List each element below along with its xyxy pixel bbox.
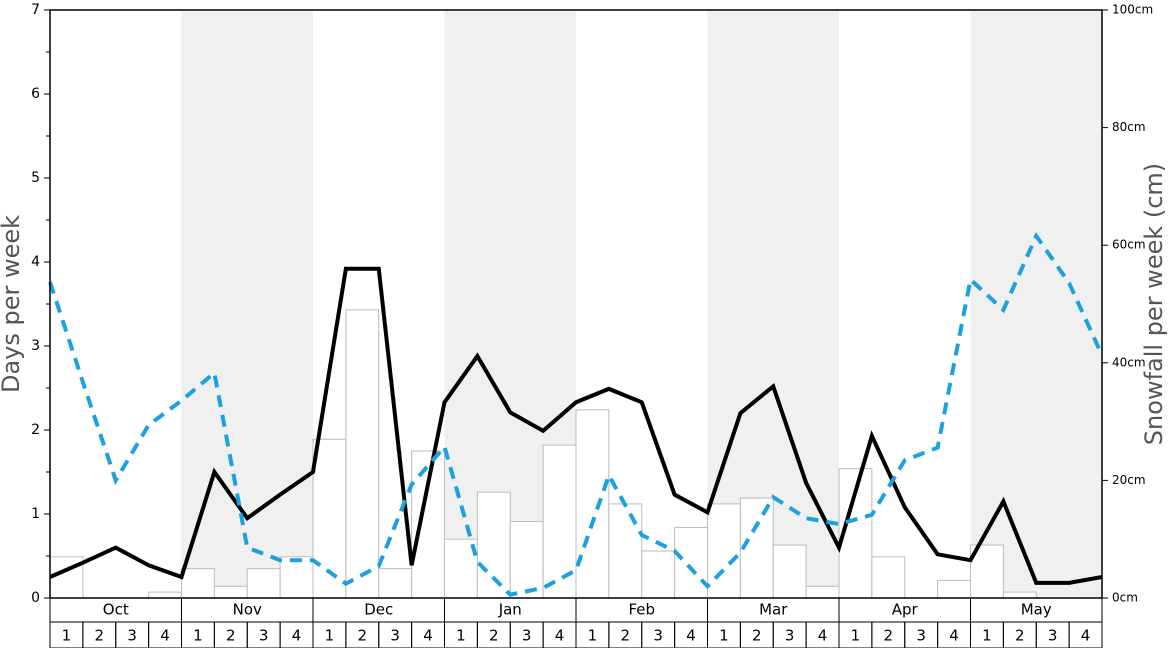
y-axis-label: Days per week xyxy=(0,215,25,393)
x-tick-label: 1 xyxy=(982,627,992,645)
x-tick-label: 2 xyxy=(884,627,894,645)
y2-tick-label: 20cm xyxy=(1112,473,1146,487)
x-tick-label: 4 xyxy=(423,627,433,645)
x-tick-label: 1 xyxy=(851,627,861,645)
month-label: May xyxy=(1021,601,1052,619)
line xyxy=(49,266,1103,585)
month-label: Feb xyxy=(628,601,655,619)
y-tick-label: 4 xyxy=(31,254,40,270)
bar xyxy=(970,544,1004,599)
y-tick-label: 1 xyxy=(31,506,40,522)
month-label: Dec xyxy=(364,601,393,619)
x-tick-label: 4 xyxy=(949,627,959,645)
x-tick-label: 4 xyxy=(160,627,170,645)
x-tick-label: 3 xyxy=(785,627,795,645)
x-tick-label: 2 xyxy=(226,627,236,645)
bar xyxy=(871,556,906,599)
y-tick-label: 3 xyxy=(31,338,40,354)
x-tick-label: 4 xyxy=(818,627,828,645)
x-tick-label: 1 xyxy=(62,627,72,645)
x-tick-label: 3 xyxy=(1048,627,1058,645)
y2-tick-label: 60cm xyxy=(1112,238,1146,252)
y2-tick-label: 80cm xyxy=(1112,120,1146,134)
x-tick-label: 3 xyxy=(127,627,137,645)
x-tick-label: 2 xyxy=(489,627,499,645)
x-tick-label: 2 xyxy=(1015,627,1025,645)
bar xyxy=(608,503,643,599)
x-tick-label: 4 xyxy=(555,627,565,645)
month-label: Mar xyxy=(759,601,788,619)
month-label: Apr xyxy=(892,601,919,619)
x-tick-label: 2 xyxy=(358,627,368,645)
bar xyxy=(805,585,840,599)
y-tick-label: 2 xyxy=(31,422,40,438)
bar xyxy=(378,568,413,599)
bar xyxy=(641,550,676,599)
bar xyxy=(411,450,445,599)
bar xyxy=(148,591,182,599)
y-tick-label: 6 xyxy=(31,86,40,102)
x-tick-label: 4 xyxy=(292,627,302,645)
x-tick-label: 1 xyxy=(719,627,729,645)
bar xyxy=(345,309,380,599)
bar xyxy=(509,521,544,599)
bar xyxy=(575,409,610,599)
bar xyxy=(674,526,708,599)
x-tick-label: 3 xyxy=(390,627,400,645)
bar xyxy=(279,556,314,599)
month-label: Oct xyxy=(103,601,129,619)
x-tick-label: 2 xyxy=(95,627,105,645)
month-band xyxy=(970,10,1102,598)
y2-axis-label: Snowfall per week (cm) xyxy=(1140,163,1168,445)
bar xyxy=(772,544,807,599)
month-band xyxy=(181,10,313,598)
y-tick-label: 5 xyxy=(31,170,40,186)
week-cell xyxy=(1068,621,1103,648)
y2-tick-label: 40cm xyxy=(1112,355,1146,369)
y-tick-label: 0 xyxy=(31,590,40,606)
x-tick-label: 1 xyxy=(193,627,203,645)
x-tick-label: 3 xyxy=(259,627,269,645)
x-tick-label: 4 xyxy=(686,627,696,645)
bar xyxy=(246,568,281,599)
x-tick-label: 2 xyxy=(752,627,762,645)
bar xyxy=(707,503,741,599)
x-tick-label: 3 xyxy=(653,627,663,645)
x-tick-label: 2 xyxy=(621,627,631,645)
month-label: Jan xyxy=(498,601,522,619)
bar xyxy=(181,568,215,599)
y2-tick-label: 100cm xyxy=(1112,3,1153,17)
x-tick-label: 3 xyxy=(916,627,926,645)
bar xyxy=(1002,591,1037,599)
x-tick-label: 1 xyxy=(325,627,335,645)
y-tick-label: 7 xyxy=(31,2,40,18)
bar xyxy=(937,579,971,599)
x-tick-label: 1 xyxy=(456,627,466,645)
x-tick-label: 3 xyxy=(522,627,532,645)
bar xyxy=(213,585,248,599)
x-tick-label: 1 xyxy=(588,627,598,645)
month-label: Nov xyxy=(233,601,262,619)
bar xyxy=(476,491,511,599)
x-tick-label: 4 xyxy=(1081,627,1091,645)
y2-tick-label: 0cm xyxy=(1112,591,1138,605)
